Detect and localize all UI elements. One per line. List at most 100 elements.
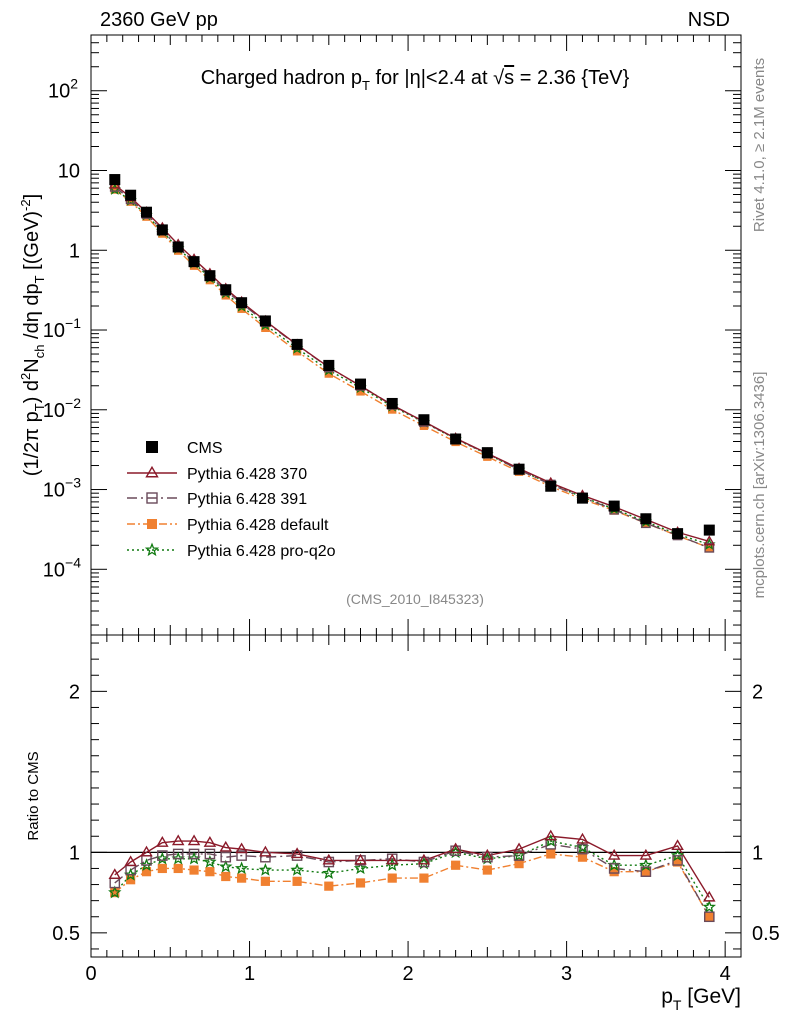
ratio-point-sq2o bbox=[219, 859, 233, 873]
ratio-point-s370 bbox=[576, 832, 589, 844]
legend-label: CMS bbox=[187, 440, 223, 457]
ratio-point-sdef bbox=[237, 873, 247, 883]
main-point-cms bbox=[513, 463, 525, 475]
main-point-cms bbox=[608, 500, 620, 512]
x-tick-label: 3 bbox=[561, 963, 572, 985]
ratio-point-s370 bbox=[417, 853, 431, 865]
main-point-cms bbox=[125, 189, 137, 201]
main-point-cms bbox=[236, 297, 248, 309]
ratio-point-sdef bbox=[189, 865, 199, 875]
main-point-cms bbox=[156, 224, 168, 236]
ratio-y-axis-label: Ratio to CMS bbox=[25, 751, 42, 840]
legend-label: Pythia 6.428 pro-q2o bbox=[187, 543, 336, 560]
ratio-point-s370 bbox=[259, 845, 272, 857]
ratio-point-sdef bbox=[292, 876, 302, 886]
ratio-point-sdef bbox=[387, 873, 397, 883]
ratio-point-sq2o bbox=[258, 862, 273, 876]
main-series-line-s370 bbox=[114, 184, 710, 543]
ratio-point-s370 bbox=[385, 853, 399, 865]
ratio-point-s391 bbox=[220, 851, 232, 863]
x-axis-label: pT [GeV] bbox=[661, 985, 741, 1013]
main-point-cms bbox=[355, 378, 367, 390]
ratio-point-s391 bbox=[608, 863, 620, 874]
main-point-cms bbox=[291, 338, 303, 350]
main-point-cms bbox=[640, 513, 652, 525]
legend-label: Pythia 6.428 391 bbox=[187, 491, 307, 508]
legend-marker-cms bbox=[146, 441, 158, 453]
legend-marker-s370 bbox=[145, 465, 159, 478]
ratio-point-s370 bbox=[203, 836, 217, 847]
ratio-point-sdef bbox=[205, 867, 215, 877]
ratio-point-s391 bbox=[157, 850, 168, 861]
main-point-cms bbox=[576, 492, 588, 504]
ratio-point-sdef bbox=[451, 860, 461, 870]
ratio-point-sq2o bbox=[234, 861, 249, 875]
ratio-point-sdef bbox=[609, 867, 619, 877]
ratio-point-sdef bbox=[482, 865, 492, 875]
ratio-y-tick-label-right: 0.5 bbox=[752, 923, 780, 945]
ratio-point-s391 bbox=[640, 866, 652, 877]
ratio-point-s370 bbox=[449, 842, 462, 854]
main-point-sdef bbox=[324, 369, 334, 378]
ratio-point-sdef bbox=[641, 867, 651, 877]
main-point-cms bbox=[188, 256, 200, 268]
rivet-version-label: Rivet 4.1.0, ≥ 2.1M events bbox=[751, 58, 768, 232]
mcplots-source-label: mcplots.cern.ch [arXiv:1306.3436] bbox=[751, 372, 768, 599]
ratio-point-s391 bbox=[204, 848, 216, 860]
main-y-tick-label: 10−4 bbox=[43, 554, 81, 581]
ratio-point-sq2o bbox=[108, 885, 122, 899]
ratio-point-s370 bbox=[108, 868, 122, 880]
ratio-point-s391 bbox=[188, 848, 200, 860]
ratio-point-sdef bbox=[577, 852, 588, 862]
main-y-tick-label: 10−1 bbox=[43, 315, 81, 342]
ratio-point-s391 bbox=[672, 855, 683, 866]
ratio-point-s370 bbox=[140, 845, 153, 857]
main-point-sdef bbox=[356, 387, 365, 396]
ratio-point-s370 bbox=[481, 848, 494, 860]
ratio-point-s370 bbox=[290, 847, 304, 859]
main-point-cms bbox=[703, 524, 715, 536]
ratio-y-tick-label-right: 2 bbox=[752, 681, 763, 703]
main-point-s391 bbox=[704, 542, 715, 553]
main-point-sdef bbox=[110, 185, 119, 194]
ratio-point-s391 bbox=[703, 911, 715, 923]
ratio-point-sdef bbox=[110, 888, 120, 898]
legend-marker-s391 bbox=[146, 492, 158, 504]
ratio-axis-ticks: 2 21 10.5 0.50 1 2 3 4 bbox=[52, 635, 780, 985]
main-y-tick-labels: 102 10 1 10−1 10−2 10−3 10−4 bbox=[43, 76, 81, 582]
x-tick-label: 1 bbox=[244, 963, 255, 985]
main-point-cms bbox=[109, 174, 121, 186]
ratio-point-sdef bbox=[514, 859, 524, 869]
main-point-cms bbox=[172, 241, 184, 253]
ratio-series-layer bbox=[108, 829, 717, 923]
plot-title: Charged hadron pT for |η|<2.4 at √s = 2.… bbox=[201, 67, 630, 93]
ratio-point-sdef bbox=[260, 876, 270, 886]
ratio-point-s370 bbox=[639, 848, 653, 860]
ratio-point-s391 bbox=[577, 843, 588, 855]
ratio-y-tick-label: 2 bbox=[69, 681, 80, 703]
main-point-cms bbox=[386, 397, 398, 409]
main-point-cms bbox=[259, 315, 271, 327]
ratio-point-s370 bbox=[187, 834, 201, 846]
ratio-point-s370 bbox=[156, 836, 169, 847]
ratio-point-sdef bbox=[355, 878, 366, 888]
main-point-cms bbox=[545, 480, 557, 492]
ratio-point-s370 bbox=[171, 834, 185, 846]
main-point-s370 bbox=[703, 535, 716, 546]
ratio-y-tick-label: 0.5 bbox=[52, 923, 80, 945]
ratio-point-sdef bbox=[221, 871, 231, 882]
main-point-cms bbox=[220, 284, 232, 296]
ratio-y-tick-label: 1 bbox=[69, 842, 80, 864]
main-point-sdef bbox=[126, 197, 135, 206]
ratio-point-sdef bbox=[126, 875, 136, 885]
ratio-point-sdef bbox=[419, 873, 429, 883]
x-tick-label: 4 bbox=[720, 963, 731, 985]
ratio-point-s370 bbox=[124, 855, 137, 867]
ratio-point-s370 bbox=[512, 842, 526, 854]
ratio-point-s370 bbox=[354, 853, 367, 865]
ratio-point-s370 bbox=[235, 842, 248, 854]
ratio-point-sdef bbox=[672, 857, 683, 867]
main-point-cms bbox=[672, 528, 684, 540]
main-point-cms bbox=[418, 414, 430, 426]
ratio-point-sq2o bbox=[702, 900, 717, 913]
